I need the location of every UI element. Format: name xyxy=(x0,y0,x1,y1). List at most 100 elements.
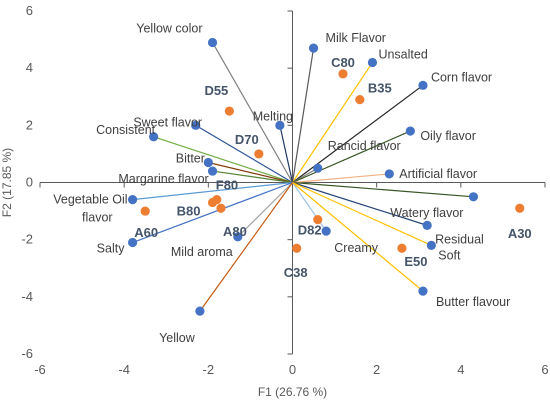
vector-line xyxy=(237,182,293,238)
variable-point xyxy=(321,226,331,236)
variable-label: Milk Flavor xyxy=(326,31,386,45)
variable-label-line1: Vegetable Oil xyxy=(53,193,127,207)
observation-point xyxy=(338,69,348,79)
variable-point xyxy=(384,169,394,179)
vector-line xyxy=(195,124,293,184)
observation-label: D55 xyxy=(204,83,228,98)
variable-point xyxy=(149,132,159,142)
vector-line xyxy=(292,173,390,184)
variable-point xyxy=(207,37,218,48)
x-tick-label: 4 xyxy=(457,362,464,377)
x-tick-label: 0 xyxy=(289,362,296,377)
y-tick-label: 2 xyxy=(26,117,33,132)
observation-point xyxy=(397,243,407,253)
vector-line xyxy=(132,181,293,244)
variable-label: Unsalted xyxy=(378,47,427,61)
variable-point xyxy=(207,166,218,176)
variable-label: Margarine flavor xyxy=(118,172,208,186)
variable-label: Butter flavour xyxy=(436,295,510,309)
variable-point xyxy=(418,80,428,90)
vector-line xyxy=(132,181,293,201)
variable-point xyxy=(127,195,138,205)
observation-point xyxy=(224,106,234,116)
variable-label: Vegetable Oil flavor xyxy=(53,193,127,225)
variable-point xyxy=(127,237,138,248)
observation-point xyxy=(216,203,226,213)
observation-label: F80 xyxy=(216,178,238,193)
y-axis-title: F2 (17.85 %) xyxy=(0,148,14,217)
variable-point xyxy=(405,126,415,136)
x-tick-label: 6 xyxy=(541,362,548,377)
variable-label: Oily flavor xyxy=(420,129,476,143)
vector-line xyxy=(153,136,293,184)
variable-label: Soft xyxy=(438,248,461,262)
variable-label: Salty xyxy=(97,242,126,256)
variable-label: Yellow color xyxy=(136,21,202,35)
observation-label: C80 xyxy=(331,55,355,70)
observation-label: E50 xyxy=(404,254,427,269)
vector-line xyxy=(292,181,428,226)
vector-lines xyxy=(132,42,474,312)
variable-point xyxy=(313,163,323,173)
y-tick-label: -2 xyxy=(21,232,33,247)
x-axis-title: F1 (26.76 %) xyxy=(258,385,327,399)
variable-label: Watery flavor xyxy=(390,206,463,220)
observation-label: C38 xyxy=(284,265,308,280)
variable-point xyxy=(275,120,285,130)
observation-point xyxy=(355,95,365,105)
observation-point xyxy=(515,203,525,213)
observation-label: A30 xyxy=(508,226,532,241)
x-tick-label: 2 xyxy=(373,362,380,377)
observation-point xyxy=(292,243,302,253)
variable-point xyxy=(191,120,201,130)
variable-point xyxy=(203,157,213,168)
vector-line xyxy=(292,130,411,184)
variable-label: Creamy xyxy=(334,241,379,255)
variable-point xyxy=(426,240,436,250)
x-tick-label: -6 xyxy=(34,362,46,377)
y-tick-label: 6 xyxy=(26,3,33,18)
vector-line xyxy=(292,62,373,183)
variable-label: Consistent xyxy=(96,123,156,137)
observation-label: A60 xyxy=(134,225,158,240)
observation-point xyxy=(207,197,218,208)
variable-label: Sweet flavor xyxy=(133,115,202,129)
variable-label-line2: flavor xyxy=(82,211,113,225)
variable-point xyxy=(308,43,319,53)
observation-point xyxy=(313,215,323,225)
variable-label: Mild aroma xyxy=(171,245,233,259)
vector-line xyxy=(292,181,474,198)
observation-label: B35 xyxy=(368,81,392,96)
vector-line xyxy=(292,181,432,246)
observation-label: D70 xyxy=(235,132,259,147)
observation-point xyxy=(140,206,150,216)
variable-label: Bitter xyxy=(176,151,205,165)
y-tick-label: -4 xyxy=(21,289,33,304)
variable-label: Residual xyxy=(435,232,484,246)
x-tick-label: -4 xyxy=(118,362,130,377)
variable-point xyxy=(422,220,432,230)
variable-label: Artificial flavor xyxy=(399,167,477,181)
point-labels: Yellow color Milk Flavor Unsalted Corn flav… xyxy=(53,21,531,345)
vector-line xyxy=(212,170,293,184)
observation-point xyxy=(254,149,264,159)
vector-line xyxy=(199,182,293,312)
variable-point xyxy=(468,192,479,202)
variable-label: Yellow xyxy=(159,331,196,345)
x-tick-label: -2 xyxy=(203,362,215,377)
data-points xyxy=(127,37,525,316)
y-tick-label: 0 xyxy=(26,175,33,190)
variable-label: Corn flavor xyxy=(431,70,492,84)
vector-line xyxy=(279,125,294,183)
vector-line xyxy=(212,42,294,183)
observation-label: B80 xyxy=(177,204,201,219)
variable-label: Rancid flavor xyxy=(328,139,401,153)
variable-point xyxy=(233,232,243,242)
vector-line xyxy=(291,48,315,183)
observation-label: A80 xyxy=(223,224,247,239)
variable-point xyxy=(418,286,428,296)
vector-line xyxy=(292,182,424,292)
variable-point xyxy=(195,306,205,316)
vector-line xyxy=(208,161,293,184)
